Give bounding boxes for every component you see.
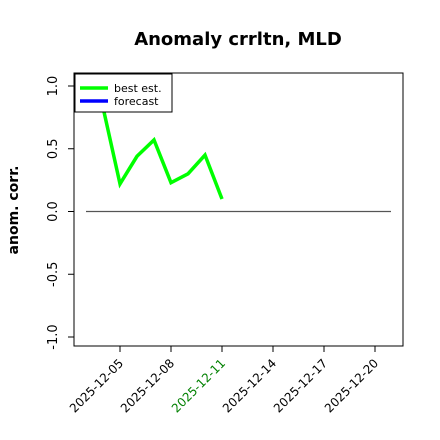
x-tick-label: 2025-12-05 [67,356,126,415]
y-tick-label: 0.0 [46,201,61,222]
legend-label: forecast [114,95,159,108]
axes: -1.0-0.50.00.51.02025-12-052025-12-08202… [46,76,381,416]
y-axis-label: anom. corr. [6,166,22,255]
series-group [101,106,224,200]
chart-title: Anomaly crrltn, MLD [134,29,342,50]
legend-box [74,73,173,113]
y-tick-label: -1.0 [46,324,61,349]
y-tick-label: -0.5 [46,262,61,287]
plot-area-frame [73,72,404,347]
y-tick-label: 0.5 [46,138,61,159]
series-line-best-est- [101,106,224,200]
x-tick-label: 2025-12-17 [271,356,330,415]
x-tick-label: 2025-12-08 [118,356,177,415]
y-tick-label: 1.0 [46,76,61,97]
legend: best est.forecast [74,73,173,113]
x-tick-label: 2025-12-11 [169,356,228,415]
legend-label: best est. [114,82,162,95]
x-tick-label: 2025-12-14 [220,356,279,415]
x-tick-label: 2025-12-20 [322,356,381,415]
